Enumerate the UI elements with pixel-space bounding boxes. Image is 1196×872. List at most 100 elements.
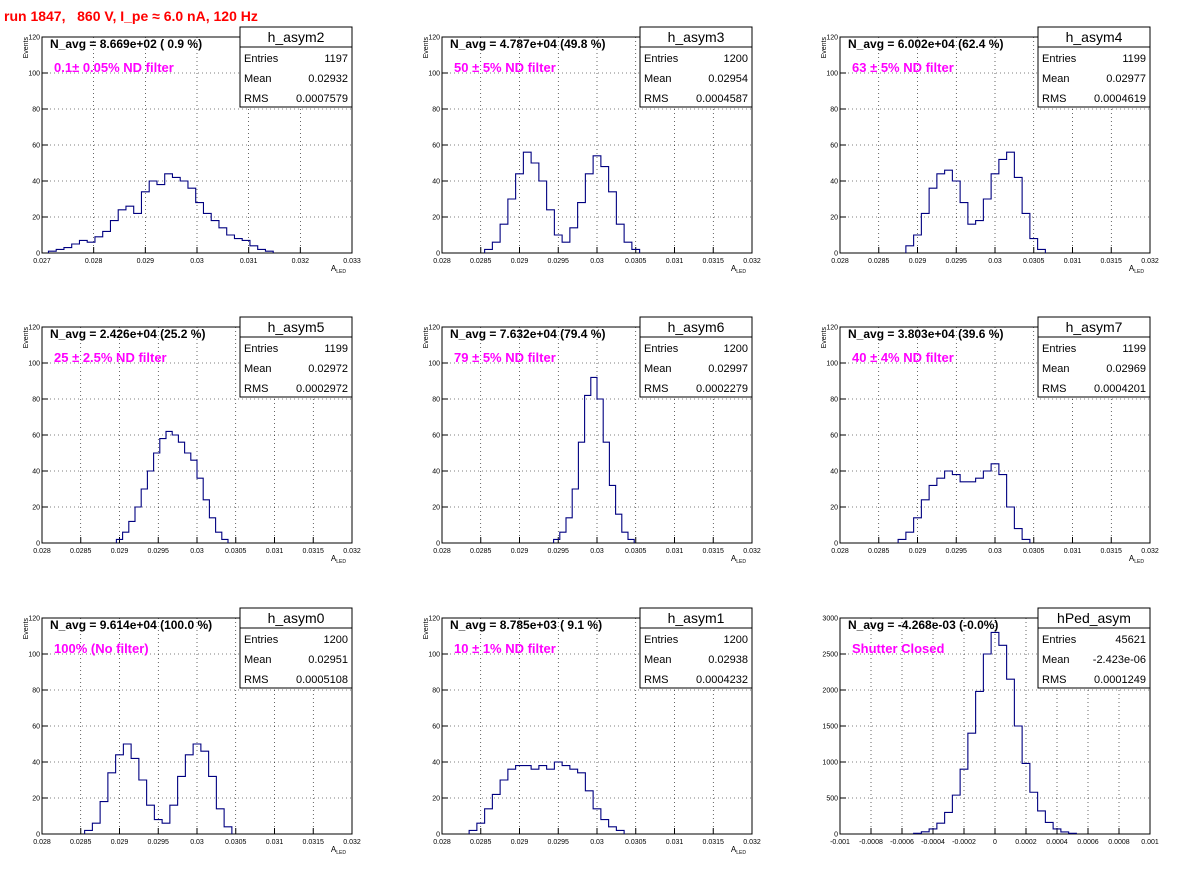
stats-label: Entries (644, 634, 679, 646)
y-tick-label: 100 (28, 652, 40, 659)
x-axis-label: ALED (731, 554, 746, 565)
x-axis-label: ALED (731, 845, 746, 856)
x-tick-label: 0.028 (831, 258, 849, 265)
x-axis-label: ALED (1129, 554, 1144, 565)
x-tick-label: 0.027 (33, 258, 51, 265)
stats-body-box (1037, 46, 1151, 108)
x-tick-label: 0.0305 (225, 548, 247, 555)
navg-label: N_avg = -4.268e-03 (-0.0%) (848, 618, 998, 632)
y-tick-label: 0 (834, 541, 838, 548)
stats-body-box (639, 336, 753, 398)
navg-label: N_avg = 4.787e+04 (49.8 %) (450, 37, 605, 51)
stats-body-box (639, 627, 753, 689)
x-tick-label: 0.0295 (548, 258, 570, 265)
x-tick-label: 0.0305 (625, 548, 647, 555)
y-axis-label: Events (821, 327, 828, 349)
stats-label: Mean (644, 654, 672, 666)
stats-value: 0.02951 (308, 654, 348, 666)
filter-annotation: Shutter Closed (852, 641, 945, 656)
y-tick-label: 40 (32, 760, 40, 767)
x-tick-label: 0.029 (111, 839, 129, 846)
stats-value: 0.02938 (708, 654, 748, 666)
y-tick-label: 20 (830, 505, 838, 512)
stats-label: RMS (244, 93, 268, 105)
y-tick-label: 60 (432, 433, 440, 440)
y-tick-label: 3000 (822, 616, 838, 623)
x-tick-label: 0.032 (743, 548, 761, 555)
y-tick-label: 40 (432, 179, 440, 186)
x-tick-label: 0.028 (85, 258, 103, 265)
y-tick-label: 0 (436, 251, 440, 258)
stats-label: RMS (1042, 383, 1066, 395)
y-tick-label: 60 (32, 143, 40, 150)
x-tick-label: 0.031 (266, 839, 284, 846)
x-tick-label: 0.0315 (1101, 258, 1123, 265)
histogram-panel-h_asym0: 0.028 0.0285 0.029 0.0295 0.03 0.0305 0.031 0.0… (23, 607, 361, 856)
stats-value: 1200 (724, 53, 748, 65)
histogram-panel-h_asym6: 0.028 0.0285 0.029 0.0295 0.03 0.0305 0.031 0.0… (423, 316, 761, 565)
x-tick-label: 0.0305 (1023, 548, 1045, 555)
histogram-panel-h_asym3: 0.028 0.0285 0.029 0.0295 0.03 0.0305 0.031 0.0… (423, 26, 761, 275)
y-axis-label: Events (23, 327, 30, 349)
histogram-series (897, 463, 1031, 543)
y-tick-label: 80 (830, 397, 838, 404)
x-tick-label: 0 (993, 839, 997, 846)
stats-label: RMS (244, 383, 268, 395)
x-tick-label: 0.0315 (703, 839, 725, 846)
x-tick-label: 0.0285 (70, 839, 92, 846)
stats-label: RMS (244, 674, 268, 686)
y-tick-label: 80 (32, 107, 40, 114)
stats-value: 1200 (724, 343, 748, 355)
y-tick-label: 60 (32, 724, 40, 731)
stats-box: hPed_asym Entries 45621 Mean -2.423e-06 RMS 0.… (1037, 607, 1151, 689)
stats-title: h_asym4 (1066, 29, 1123, 45)
x-tick-label: -0.0006 (890, 839, 914, 846)
x-tick-label: 0.028 (433, 548, 451, 555)
y-tick-label: 40 (830, 179, 838, 186)
histogram-series (905, 151, 1046, 253)
x-tick-label: 0.0315 (1101, 548, 1123, 555)
y-tick-label: 0 (834, 251, 838, 258)
x-tick-label: 0.031 (240, 258, 258, 265)
x-tick-label: 0.0315 (703, 548, 725, 555)
stats-value: 1199 (1122, 343, 1146, 355)
stats-body-box (1037, 336, 1151, 398)
y-tick-label: 0 (36, 251, 40, 258)
stats-box: h_asym7 Entries 1199 Mean 0.02969 RMS 0.000420… (1037, 316, 1151, 398)
navg-label: N_avg = 9.614e+04 (100.0 %) (50, 618, 212, 632)
x-tick-label: 0.03 (988, 548, 1002, 555)
x-tick-label: 0.03 (590, 839, 604, 846)
stats-title: h_asym1 (668, 610, 725, 626)
y-tick-label: 60 (830, 433, 838, 440)
stats-title: h_asym7 (1066, 319, 1123, 335)
x-tick-label: 0.031 (1064, 548, 1082, 555)
x-tick-label: 0.0295 (548, 839, 570, 846)
filter-annotation: 25 ± 2.5% ND filter (54, 350, 167, 365)
y-tick-label: 20 (32, 505, 40, 512)
stats-value: 0.02954 (708, 73, 748, 85)
x-tick-label: 0.0315 (303, 548, 325, 555)
x-tick-label: 0.0295 (946, 548, 968, 555)
filter-annotation: 0.1± 0.05% ND filter (54, 60, 174, 75)
filter-annotation: 10 ± 1% ND filter (454, 641, 556, 656)
histogram-series (484, 151, 641, 253)
stats-value: 0.02969 (1106, 363, 1146, 375)
stats-body-box (239, 336, 353, 398)
x-tick-label: 0.0285 (470, 548, 492, 555)
stats-value: 0.0004232 (696, 674, 748, 686)
y-tick-label: 20 (432, 215, 440, 222)
y-tick-label: 80 (432, 397, 440, 404)
stats-value: 0.0007579 (296, 93, 348, 105)
x-tick-label: 0.0315 (303, 839, 325, 846)
y-tick-label: 20 (32, 215, 40, 222)
x-axis-label: ALED (731, 264, 746, 275)
y-tick-label: 60 (32, 433, 40, 440)
y-axis-label: Events (423, 618, 430, 640)
y-tick-label: 60 (432, 724, 440, 731)
stats-value: 0.0004587 (696, 93, 748, 105)
stats-label: Mean (1042, 363, 1070, 375)
x-tick-label: 0.028 (33, 839, 51, 846)
x-tick-label: 0.029 (511, 548, 529, 555)
stats-body-box (239, 46, 353, 108)
histogram-panel-h_asym4: 0.028 0.0285 0.029 0.0295 0.03 0.0305 0.031 0.0… (821, 26, 1159, 275)
